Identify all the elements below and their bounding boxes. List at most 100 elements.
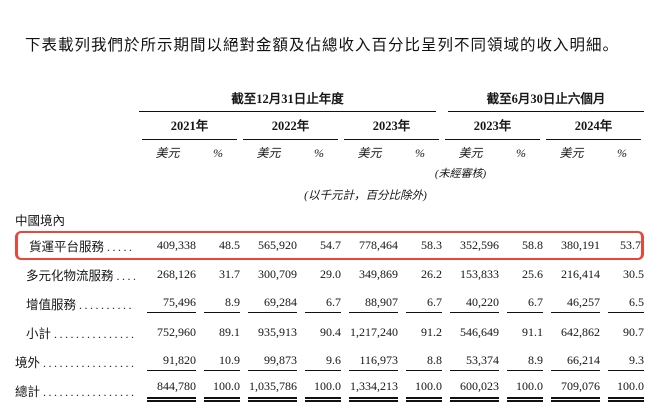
amount-cell: 40,220 — [442, 289, 500, 318]
cell-value: 91.2 — [421, 325, 443, 339]
cell-value: 600,023 — [450, 379, 500, 402]
amount-cell: 88,907 — [341, 289, 398, 318]
table-row: 境外.................... 91,820 10.9 99,873 9.… — [15, 347, 645, 376]
year-2023-label: 2023年 — [344, 115, 440, 140]
percent-header: % — [314, 146, 324, 160]
row-label-cell: 多元化物流服務........ — [15, 260, 139, 289]
percent-header: % — [617, 146, 628, 160]
percent-header: % — [415, 146, 425, 160]
cell-value: 1,217,240 — [350, 325, 398, 339]
cell-value: 91.1 — [522, 325, 544, 339]
cell-value: 53.7 — [620, 238, 642, 252]
percent-cell: 9.6 — [297, 347, 341, 376]
percent-cell: 100.0 — [297, 376, 341, 405]
unaudited-note-row: (未經審核) — [15, 164, 644, 182]
percent-cell: 6.7 — [499, 289, 544, 318]
cell-value: 116,973 — [349, 353, 398, 371]
table-row: 小計................. 752,960 89.1 935,913 90.… — [15, 318, 644, 347]
amount-cell: 216,414 — [543, 260, 600, 289]
cell-value: 91,820 — [147, 353, 196, 371]
cell-value: 58.8 — [522, 238, 544, 252]
percent-cell: 8.9 — [499, 347, 544, 376]
percent-cell: 91.2 — [398, 318, 442, 347]
percent-cell: 100.0 — [196, 376, 240, 405]
amount-cell: 752,960 — [139, 318, 196, 347]
row-label-cell: 境外.................... — [15, 347, 139, 376]
empty-cell — [15, 86, 139, 112]
cell-value: 546,649 — [460, 325, 500, 339]
cell-value: 90.7 — [623, 325, 645, 339]
amount-cell: 53,374 — [442, 347, 500, 376]
cell-value: 53,374 — [450, 353, 500, 371]
amount-cell: 268,126 — [139, 260, 196, 289]
usd-header: 美元 — [155, 146, 180, 160]
cell-value: 300,709 — [258, 267, 297, 281]
amount-cell: 352,596 — [442, 231, 500, 260]
dot-leader: .............. — [79, 298, 135, 312]
cell-value: 752,960 — [157, 325, 196, 339]
amount-cell: 349,869 — [341, 260, 398, 289]
cell-value: 46,257 — [551, 295, 601, 313]
cell-value: 935,913 — [258, 325, 297, 339]
cell-value: 25.6 — [522, 267, 544, 281]
usd-header: 美元 — [256, 146, 281, 160]
percent-cell: 90.4 — [297, 318, 341, 347]
empty-cell — [543, 164, 644, 182]
amount-cell: 409,338 — [139, 231, 196, 260]
row-label: 貨運平台服務 — [29, 240, 105, 254]
empty-cell — [15, 140, 139, 164]
cell-value: 8.9 — [204, 295, 240, 313]
cell-value: 100.0 — [406, 379, 443, 402]
cell-value: 100.0 — [507, 379, 544, 402]
cell-value: 88,907 — [349, 295, 398, 313]
cell-value: 26.2 — [421, 267, 443, 281]
year-2023-cell: 2023年 — [341, 112, 442, 140]
percent-cell: 31.7 — [196, 260, 240, 289]
interim-2024-label: 2024年 — [546, 115, 642, 140]
cell-value: 216,414 — [561, 267, 601, 281]
dot-leader: ................. — [54, 327, 135, 341]
row-label-cell: 總計.................... — [15, 376, 139, 405]
cell-value: 352,596 — [460, 238, 500, 252]
amount-cell: 116,973 — [341, 347, 398, 376]
cell-value: 75,496 — [147, 295, 196, 313]
percent-header: % — [516, 146, 527, 160]
cell-value: 90.4 — [320, 325, 341, 339]
percent-cell: 9.3 — [600, 347, 645, 376]
cell-value: 48.5 — [219, 238, 240, 252]
amount-cell: 69,284 — [240, 289, 297, 318]
percent-cell: 54.7 — [297, 231, 341, 260]
empty-cell — [15, 164, 442, 182]
percent-cell: 6.7 — [297, 289, 341, 318]
amount-cell: 66,214 — [543, 347, 601, 376]
amount-cell: 600,023 — [442, 376, 500, 405]
percent-cell: 89.1 — [196, 318, 240, 347]
amount-cell: 935,913 — [240, 318, 297, 347]
amount-cell: 99,873 — [240, 347, 297, 376]
cell-value: 6.5 — [608, 295, 645, 313]
percent-cell: 100.0 — [398, 376, 443, 405]
usd-header: 美元 — [458, 146, 483, 160]
amount-cell: 380,191 — [543, 231, 601, 260]
amount-cell: 546,649 — [442, 318, 499, 347]
year-2022-label: 2022年 — [243, 115, 338, 140]
percent-cell: 58.3 — [398, 231, 443, 260]
interim-2024-cell: 2024年 — [543, 112, 644, 140]
percent-cell: 25.6 — [499, 260, 543, 289]
percent-cell: 91.1 — [499, 318, 543, 347]
year-2022-cell: 2022年 — [240, 112, 341, 140]
cell-value: 6.7 — [406, 295, 443, 313]
cell-value: 778,464 — [359, 238, 398, 252]
amount-cell: 153,833 — [442, 260, 499, 289]
unaudited-note: (未經審核) — [434, 168, 487, 180]
cell-value: 31.7 — [219, 267, 240, 281]
cell-value: 565,920 — [258, 238, 297, 252]
row-label: 總計 — [15, 385, 41, 399]
amount-cell: 642,862 — [543, 318, 600, 347]
cell-value: 153,833 — [460, 267, 500, 281]
interim-2023-label: 2023年 — [445, 115, 541, 140]
amount-cell: 778,464 — [341, 231, 398, 260]
amount-cell: 1,217,240 — [341, 318, 398, 347]
percent-cell: 48.5 — [196, 231, 240, 260]
